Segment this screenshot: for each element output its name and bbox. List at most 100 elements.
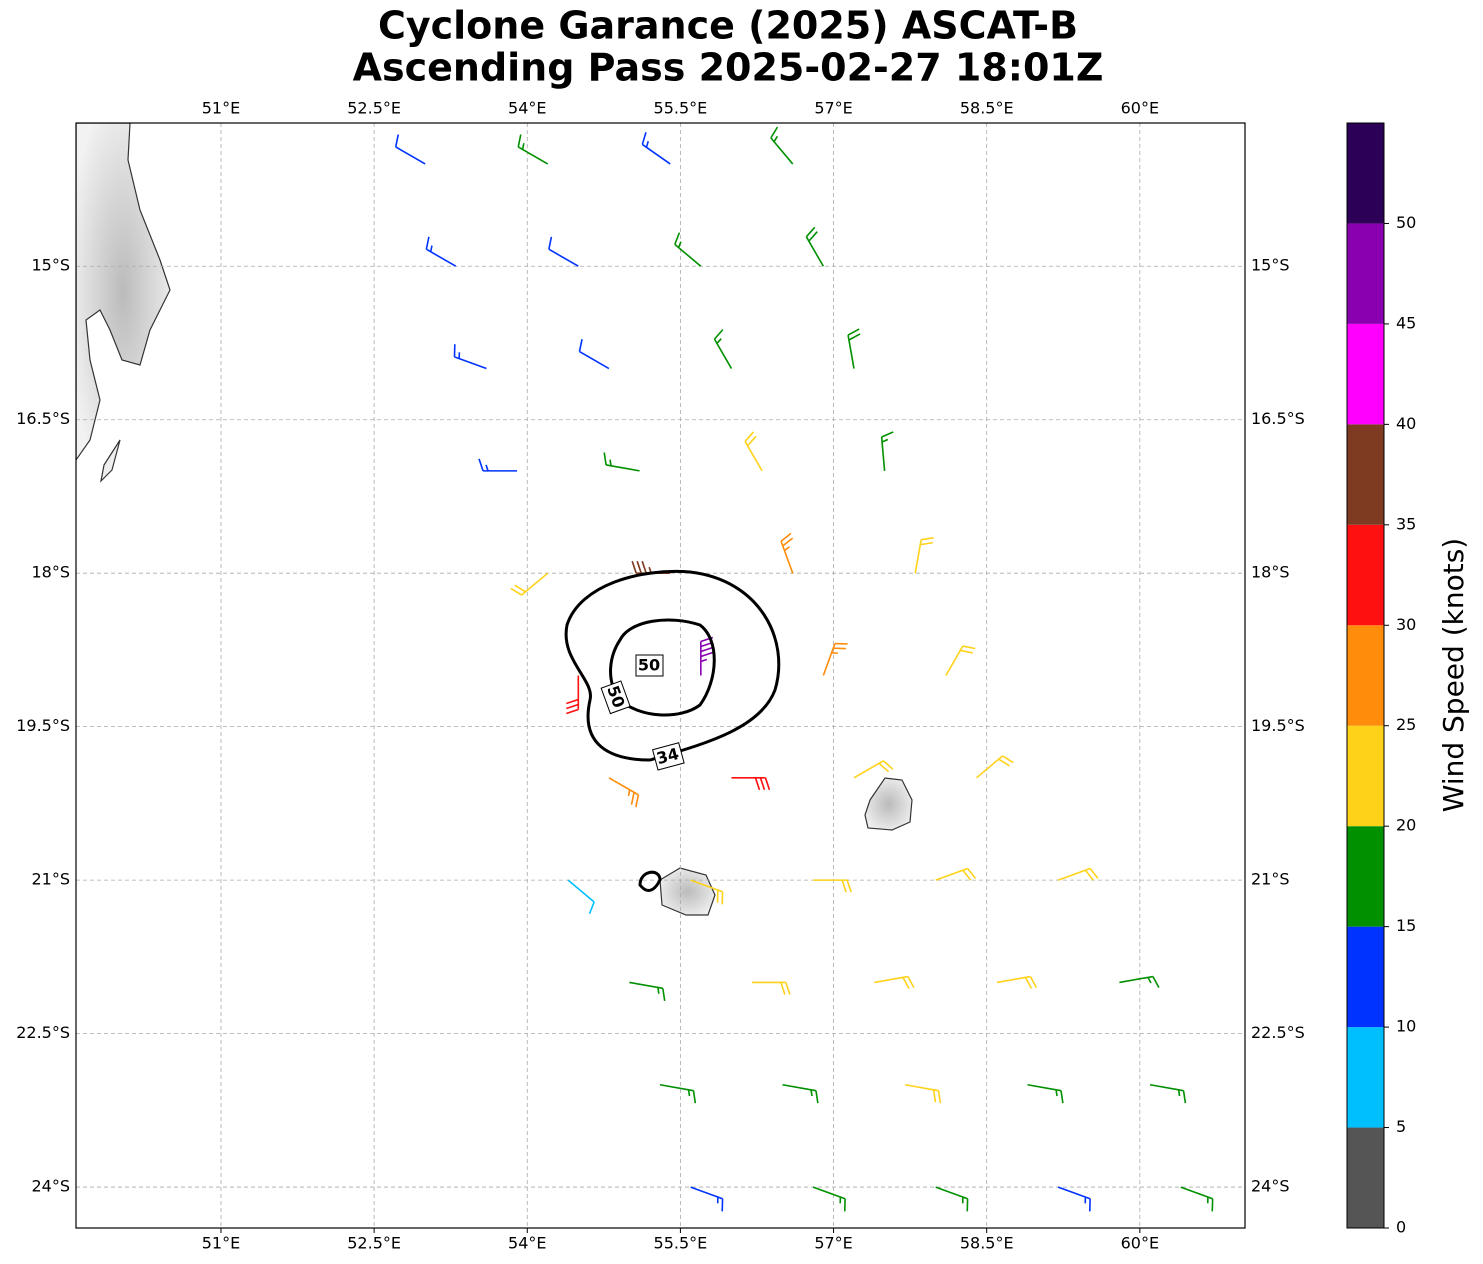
barb-feather: [630, 792, 635, 805]
barb-staff: [853, 760, 884, 779]
barb-staff: [605, 464, 640, 472]
barb-feather: [631, 560, 637, 574]
colorbar-tick-label: 30: [1396, 615, 1416, 634]
barb-feather: [635, 794, 640, 808]
wind-barb: [1149, 1083, 1187, 1104]
colorbar-tick-label: 0: [1396, 1218, 1406, 1237]
barb-staff: [713, 338, 733, 369]
wind-barb: [578, 339, 610, 370]
wind-barb: [975, 755, 1014, 779]
barb-staff: [996, 975, 1031, 984]
barb-feather: [782, 537, 794, 547]
y-tick-label-right: 22.5°S: [1251, 1023, 1305, 1042]
label-box: [651, 742, 685, 771]
barb-staff: [674, 243, 702, 267]
barb-feather: [548, 236, 553, 250]
barb-half: [810, 1089, 813, 1097]
colorbar-tick-label: 25: [1396, 715, 1416, 734]
wind-barb: [822, 642, 848, 676]
y-tick-label-right: 24°S: [1251, 1177, 1290, 1196]
wind-barb: [690, 1186, 724, 1212]
barb-half: [657, 987, 660, 994]
barb-staff: [874, 975, 909, 984]
land: [76, 123, 913, 916]
barb-staff: [822, 643, 836, 676]
wind-barb: [566, 675, 580, 715]
barb-staff: [659, 1083, 694, 1092]
colorbar-tick-label: 40: [1396, 414, 1416, 433]
wind-barb: [517, 134, 549, 165]
wind-barb: [812, 1186, 846, 1212]
island: [100, 439, 121, 483]
barb-feather: [998, 758, 1010, 767]
barb-staff: [1057, 1186, 1091, 1200]
barb-half: [700, 658, 708, 663]
barb-feather: [785, 982, 791, 995]
barb-feather: [700, 651, 714, 658]
barb-feather: [841, 879, 847, 893]
x-tick-label-top: 51°E: [202, 99, 240, 118]
x-tick-label: 52.5°E: [347, 1234, 401, 1253]
wind-barb: [548, 236, 579, 267]
barb-half: [716, 338, 722, 344]
wind-barb: [690, 879, 724, 905]
barb-feather: [764, 777, 771, 791]
barb-feather: [566, 708, 579, 715]
colorbar-tick-label: 45: [1396, 313, 1416, 332]
wind-barb: [996, 975, 1038, 989]
colorbar-segment: [1347, 826, 1384, 927]
barb-half: [521, 143, 525, 150]
barb-feather: [902, 977, 910, 989]
reunion: [659, 867, 716, 916]
barb-half: [429, 245, 433, 252]
colorbar-segment: [1347, 424, 1384, 525]
wind-barb: [603, 452, 640, 472]
barb-feather: [966, 868, 977, 879]
barb-feather: [847, 328, 860, 336]
barb-feather: [510, 587, 523, 596]
y-tick-label-right: 15°S: [1251, 256, 1290, 275]
wind-barb: [880, 431, 894, 471]
barb-feather: [881, 431, 894, 438]
wind-barb: [567, 879, 595, 915]
barb-half: [1177, 1089, 1181, 1097]
barb-feather: [1002, 755, 1014, 764]
y-tick-label: 15°S: [31, 256, 70, 275]
wind-barb: [914, 537, 934, 574]
barb-feather: [662, 988, 666, 1001]
wind-barb: [744, 431, 763, 472]
x-tick-label: 54°E: [508, 1234, 546, 1253]
barb-staff: [1027, 1083, 1062, 1092]
barb-half: [1055, 1089, 1058, 1097]
barb-half: [773, 135, 779, 143]
barb-feather: [641, 132, 647, 145]
barb-feather: [962, 645, 976, 650]
barb-staff: [812, 1186, 846, 1200]
barb-feather: [700, 646, 714, 653]
barb-feather: [744, 431, 755, 442]
barb-staff: [579, 350, 610, 370]
colorbar-frame: [1346, 122, 1385, 1229]
wind-barb: [641, 132, 671, 165]
barb-staff: [1057, 867, 1091, 881]
x-tick-label-top: 58.5°E: [960, 99, 1014, 118]
barb-staff: [880, 436, 886, 471]
x-tick-label: 58.5°E: [960, 1234, 1014, 1253]
barb-staff: [975, 755, 1004, 779]
barb-feather: [514, 584, 526, 593]
barb-feather: [815, 1090, 819, 1104]
barb-feather: [566, 698, 579, 705]
barb-staff: [847, 334, 855, 369]
y-tick-label: 18°S: [31, 563, 70, 582]
wind-barb: [659, 1083, 697, 1104]
barb-feather: [578, 339, 583, 352]
barb-feather: [1084, 869, 1094, 881]
frame: [75, 122, 1246, 1229]
colorbar-segment: [1347, 1127, 1384, 1228]
wind-barb: [770, 126, 794, 165]
barb-feather: [962, 869, 972, 881]
barb-feather: [846, 879, 852, 893]
colorbar-segment: [1347, 524, 1384, 626]
barb-staff: [690, 879, 723, 893]
